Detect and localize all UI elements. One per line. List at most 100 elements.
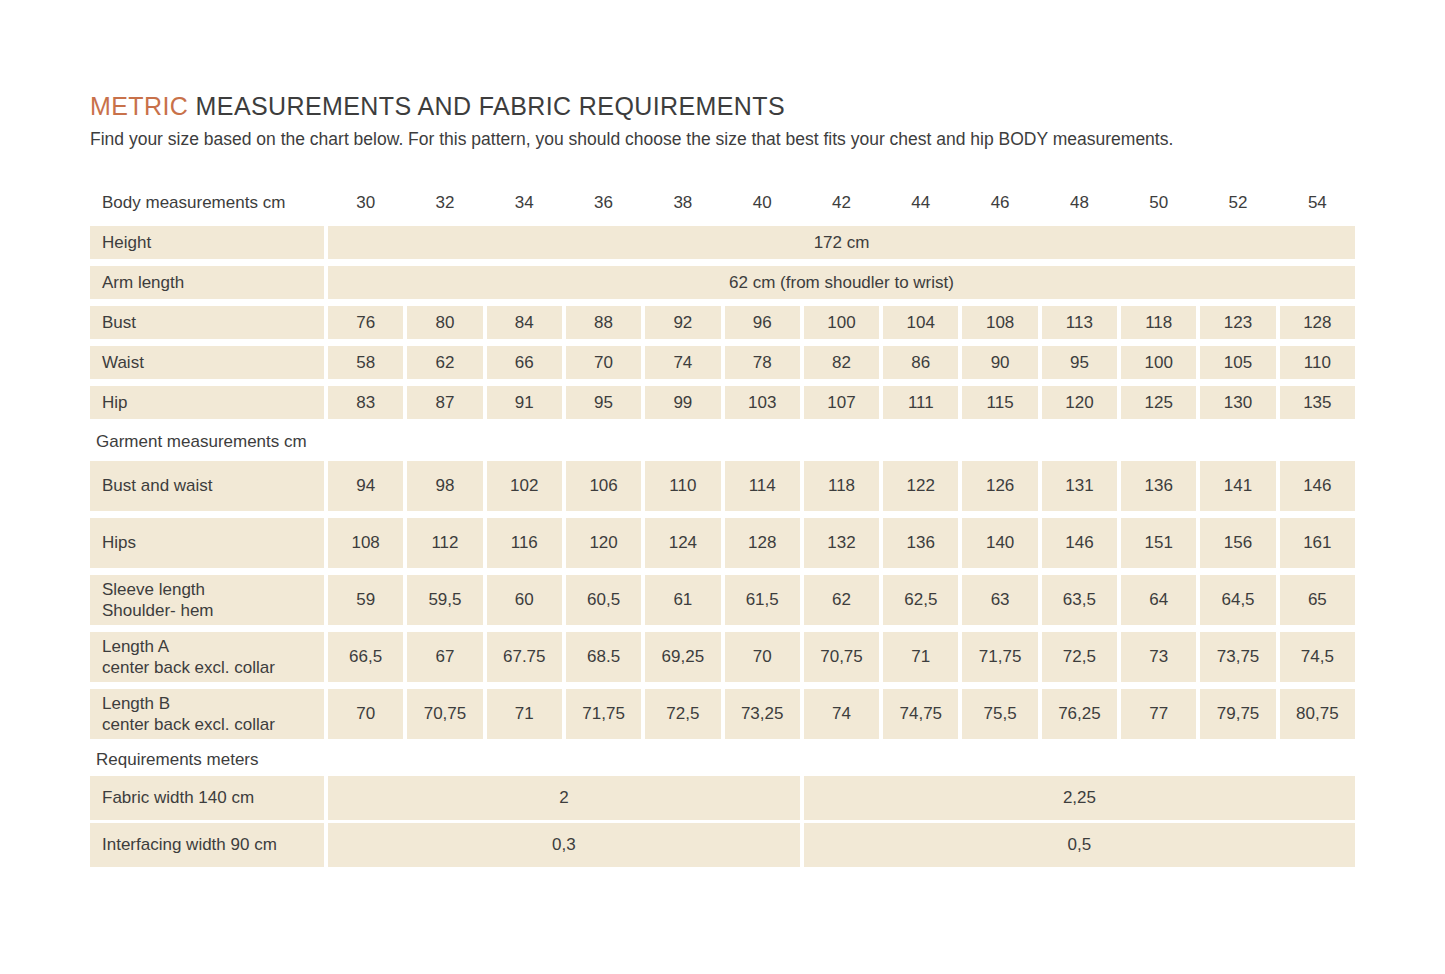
value-cell: 98 bbox=[407, 461, 482, 511]
value-cell: 94 bbox=[328, 461, 403, 511]
value-cell: 128 bbox=[1280, 306, 1355, 339]
value-cell: 73,25 bbox=[725, 689, 800, 739]
value-cell: 73,75 bbox=[1200, 632, 1275, 682]
row-label-line2: center back excl. collar bbox=[102, 714, 324, 735]
value-cell: 71 bbox=[883, 632, 958, 682]
page-title: METRIC MEASUREMENTS AND FABRIC REQUIREME… bbox=[90, 92, 1445, 121]
value-cell: 59,5 bbox=[407, 575, 482, 625]
value-cell: 79,75 bbox=[1200, 689, 1275, 739]
value-cell: 90 bbox=[962, 346, 1037, 379]
value-cell: 108 bbox=[328, 518, 403, 568]
value-cell: 126 bbox=[962, 461, 1037, 511]
value-cell: 67 bbox=[407, 632, 482, 682]
value-cell: 86 bbox=[883, 346, 958, 379]
value-cell: 156 bbox=[1200, 518, 1275, 568]
row-label: Height bbox=[90, 226, 324, 259]
row-label-line2: center back excl. collar bbox=[102, 657, 324, 678]
value-cell: 111 bbox=[883, 386, 958, 419]
size-table: Body measurements cm 3032343638404244464… bbox=[90, 185, 1355, 867]
value-cell: 77 bbox=[1121, 689, 1196, 739]
garment-measurement-rows: Bust and waist94981021061101141181221261… bbox=[90, 461, 1355, 739]
row-label: Length Acenter back excl. collar bbox=[90, 632, 324, 682]
table-row: Waist58626670747882869095100105110 bbox=[90, 346, 1355, 379]
value-cell: 95 bbox=[566, 386, 641, 419]
value-cell: 64 bbox=[1121, 575, 1196, 625]
value-cell: 123 bbox=[1200, 306, 1275, 339]
row-label-line1: Length A bbox=[102, 636, 324, 657]
row-label: Bust and waist bbox=[90, 461, 324, 511]
size-column-header: 50 bbox=[1121, 185, 1196, 221]
value-cell: 87 bbox=[407, 386, 482, 419]
size-column-header: 52 bbox=[1200, 185, 1275, 221]
value-cell: 83 bbox=[328, 386, 403, 419]
value-cell: 146 bbox=[1280, 461, 1355, 511]
value-cell: 120 bbox=[566, 518, 641, 568]
requirement-left-cell: 2 bbox=[328, 776, 800, 820]
value-cell: 76,25 bbox=[1042, 689, 1117, 739]
value-cell: 64,5 bbox=[1200, 575, 1275, 625]
table-header-label: Body measurements cm bbox=[90, 185, 324, 221]
value-cell: 74 bbox=[804, 689, 879, 739]
value-cell: 99 bbox=[645, 386, 720, 419]
value-cell: 136 bbox=[1121, 461, 1196, 511]
page-title-rest: MEASUREMENTS AND FABRIC REQUIREMENTS bbox=[188, 92, 785, 120]
value-cell: 161 bbox=[1280, 518, 1355, 568]
value-cell: 112 bbox=[407, 518, 482, 568]
row-label: Interfacing width 90 cm bbox=[90, 823, 324, 867]
row-label-line1: Sleeve length bbox=[102, 579, 324, 600]
table-row: Bust and waist94981021061101141181221261… bbox=[90, 461, 1355, 511]
row-label: Hips bbox=[90, 518, 324, 568]
value-cell: 71 bbox=[487, 689, 562, 739]
value-cell: 140 bbox=[962, 518, 1037, 568]
value-cell: 91 bbox=[487, 386, 562, 419]
value-cell: 106 bbox=[566, 461, 641, 511]
value-cell: 114 bbox=[725, 461, 800, 511]
value-cell: 75,5 bbox=[962, 689, 1037, 739]
table-row: Sleeve lengthShoulder- hem5959,56060,561… bbox=[90, 575, 1355, 625]
row-label: Waist bbox=[90, 346, 324, 379]
table-header-row: Body measurements cm 3032343638404244464… bbox=[90, 185, 1355, 221]
size-column-header: 40 bbox=[725, 185, 800, 221]
value-cell: 124 bbox=[645, 518, 720, 568]
size-column-header: 46 bbox=[962, 185, 1037, 221]
value-cell: 70,75 bbox=[804, 632, 879, 682]
table-row: Arm length62 cm (from shoudler to wrist) bbox=[90, 266, 1355, 299]
value-cell: 63 bbox=[962, 575, 1037, 625]
row-label-line1: Length B bbox=[102, 693, 324, 714]
value-cell: 115 bbox=[962, 386, 1037, 419]
merged-value-cell: 172 cm bbox=[328, 226, 1355, 259]
row-label-line1: Bust and waist bbox=[102, 475, 324, 496]
value-cell: 92 bbox=[645, 306, 720, 339]
value-cell: 59 bbox=[328, 575, 403, 625]
garment-section-label: Garment measurements cm bbox=[90, 432, 1355, 452]
table-row: Height172 cm bbox=[90, 226, 1355, 259]
merged-value-cell: 62 cm (from shoudler to wrist) bbox=[328, 266, 1355, 299]
value-cell: 66 bbox=[487, 346, 562, 379]
value-cell: 116 bbox=[487, 518, 562, 568]
value-cell: 104 bbox=[883, 306, 958, 339]
table-row: Interfacing width 90 cm0,30,5 bbox=[90, 823, 1355, 867]
value-cell: 80,75 bbox=[1280, 689, 1355, 739]
value-cell: 71,75 bbox=[566, 689, 641, 739]
requirement-right-cell: 0,5 bbox=[804, 823, 1355, 867]
value-cell: 131 bbox=[1042, 461, 1117, 511]
requirement-left-cell: 0,3 bbox=[328, 823, 800, 867]
size-column-header: 42 bbox=[804, 185, 879, 221]
value-cell: 118 bbox=[1121, 306, 1196, 339]
page-subtitle: Find your size based on the chart below.… bbox=[90, 128, 1270, 151]
value-cell: 82 bbox=[804, 346, 879, 379]
row-label-line2: Shoulder- hem bbox=[102, 600, 324, 621]
row-label: Bust bbox=[90, 306, 324, 339]
size-column-header: 30 bbox=[328, 185, 403, 221]
value-cell: 74 bbox=[645, 346, 720, 379]
value-cell: 74,75 bbox=[883, 689, 958, 739]
value-cell: 84 bbox=[487, 306, 562, 339]
value-cell: 135 bbox=[1280, 386, 1355, 419]
size-column-header: 36 bbox=[566, 185, 641, 221]
size-column-header: 38 bbox=[645, 185, 720, 221]
value-cell: 125 bbox=[1121, 386, 1196, 419]
value-cell: 107 bbox=[804, 386, 879, 419]
value-cell: 78 bbox=[725, 346, 800, 379]
page-title-accent: METRIC bbox=[90, 92, 188, 120]
value-cell: 67.75 bbox=[487, 632, 562, 682]
